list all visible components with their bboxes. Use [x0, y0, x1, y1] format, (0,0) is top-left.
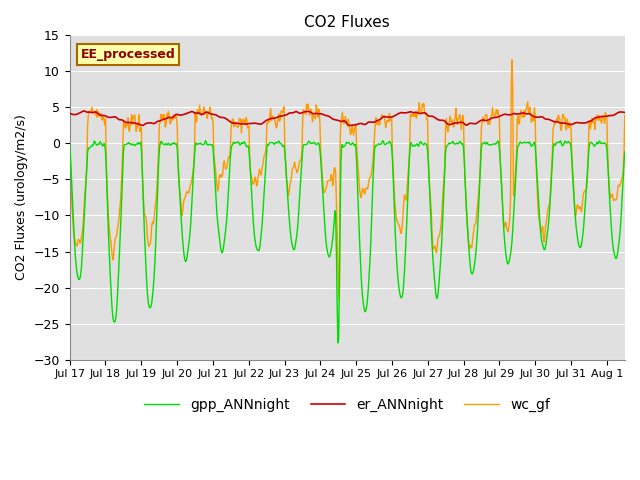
wc_gf: [335, 296, 343, 301]
er_ANNnight: [80, 108, 88, 114]
er_ANNnight: [144, 120, 152, 126]
wc_gf: [303, 101, 310, 107]
er_ANNnight: [66, 110, 74, 116]
gpp_ANNnight: [202, 138, 209, 144]
gpp_ANNnight: [465, 252, 473, 258]
gpp_ANNnight: [334, 340, 342, 346]
er_ANNnight: [303, 108, 311, 114]
gpp_ANNnight: [324, 252, 332, 258]
er_ANNnight: [346, 122, 354, 128]
er_ANNnight: [68, 111, 76, 117]
wc_gf: [68, 201, 76, 207]
Line: gpp_ANNnight: gpp_ANNnight: [70, 141, 625, 343]
Text: EE_processed: EE_processed: [81, 48, 175, 61]
er_ANNnight: [621, 109, 628, 115]
gpp_ANNnight: [303, 141, 311, 147]
wc_gf: [621, 112, 628, 118]
gpp_ANNnight: [479, 141, 486, 146]
gpp_ANNnight: [621, 149, 628, 155]
wc_gf: [508, 57, 516, 62]
wc_gf: [478, 118, 486, 124]
Legend: gpp_ANNnight, er_ANNnight, wc_gf: gpp_ANNnight, er_ANNnight, wc_gf: [139, 392, 556, 418]
Y-axis label: CO2 Fluxes (urology/m2/s): CO2 Fluxes (urology/m2/s): [15, 115, 28, 280]
wc_gf: [465, 242, 472, 248]
wc_gf: [324, 179, 332, 184]
wc_gf: [66, 115, 74, 121]
er_ANNnight: [324, 113, 332, 119]
Title: CO2 Fluxes: CO2 Fluxes: [305, 15, 390, 30]
Line: wc_gf: wc_gf: [70, 60, 625, 299]
gpp_ANNnight: [66, 142, 74, 147]
wc_gf: [143, 234, 151, 240]
gpp_ANNnight: [68, 186, 76, 192]
er_ANNnight: [465, 120, 473, 126]
er_ANNnight: [479, 117, 486, 123]
Line: er_ANNnight: er_ANNnight: [70, 111, 625, 125]
gpp_ANNnight: [143, 290, 151, 296]
